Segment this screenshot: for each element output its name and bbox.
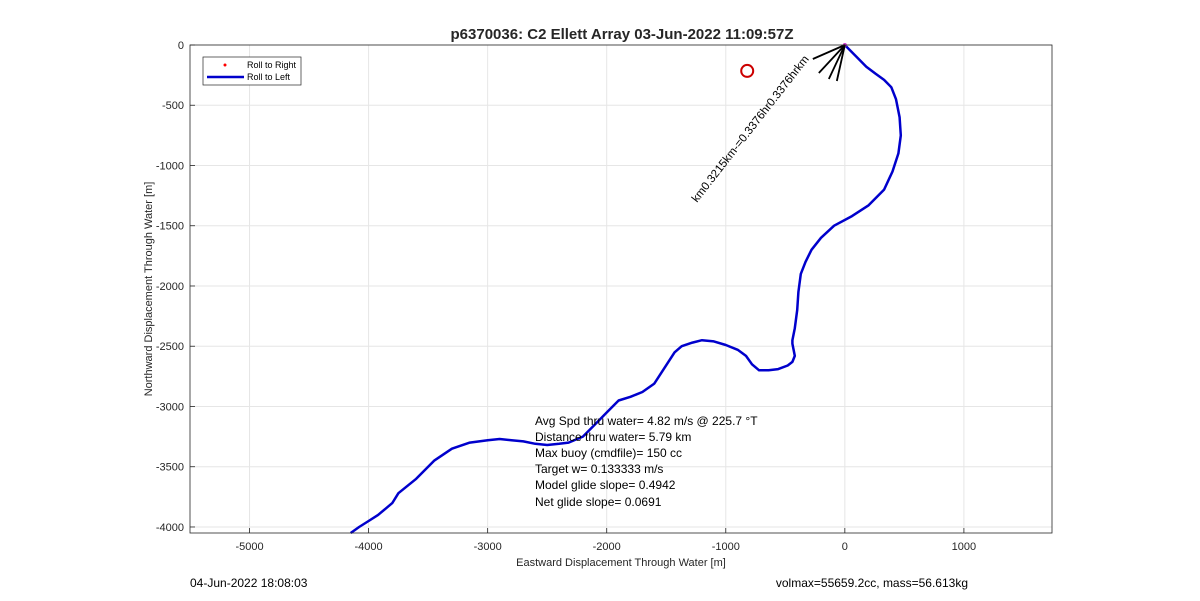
y-tick-label: -2000	[156, 281, 184, 293]
plot-series	[349, 44, 903, 535]
legend-box	[202, 56, 302, 86]
y-axis-ticks: 0 -500 -1000 -1500 -2000 -2500 -3000 -3500 -4000	[156, 40, 195, 534]
footer-timestamp: 04-Jun-2022 18:08:03	[190, 576, 308, 590]
plot-area	[190, 45, 1052, 533]
y-tick-label: -4000	[156, 522, 184, 534]
footer-volmax-mass: volmax=55659.2cc, mass=56.613kg	[776, 576, 968, 590]
legend-roll-left-label: Roll to Left	[247, 72, 291, 82]
y-tick-label: 0	[178, 40, 184, 52]
stat-max-buoy: Max buoy (cmdfile)= 150 cc	[535, 446, 682, 460]
vector-arrow	[828, 44, 846, 80]
vector-arrow	[835, 44, 846, 82]
y-axis-label: Northward Displacement Through Water [m]	[143, 182, 155, 397]
x-tick-label: 1000	[952, 541, 976, 553]
y-tick-label: -3500	[156, 462, 184, 474]
stat-avg-speed: Avg Spd thru water= 4.82 m/s @ 225.7 °T	[535, 414, 758, 428]
x-tick-label: -4000	[355, 541, 383, 553]
plot-markers	[740, 43, 847, 82]
y-tick-label: -3000	[156, 401, 184, 413]
stat-distance: Distance thru water= 5.79 km	[535, 430, 691, 444]
vector-arrow	[818, 44, 846, 74]
x-tick-label: -1000	[712, 541, 740, 553]
y-tick-label: -2500	[156, 341, 184, 353]
y-tick-label: -500	[162, 100, 184, 112]
legend-roll-right-marker	[223, 63, 227, 67]
x-axis-label: Eastward Displacement Through Water [m]	[516, 557, 726, 569]
stats-block: Avg Spd thru water= 4.82 m/s @ 225.7 °T …	[535, 414, 758, 509]
y-tick-label: -1000	[156, 160, 184, 172]
x-tick-label: -2000	[593, 541, 621, 553]
x-tick-label: -3000	[474, 541, 502, 553]
stat-target-w: Target w= 0.133333 m/s	[535, 462, 663, 476]
x-tick-label: 0	[842, 541, 848, 553]
x-axis-ticks: -5000 -4000 -3000 -2000 -1000 0 1000	[235, 528, 976, 553]
legend: Roll to Right Roll to Left	[202, 56, 302, 86]
axes-box	[189, 44, 1053, 534]
chart-title: p6370036: C2 Ellett Array 03-Jun-2022 11…	[451, 26, 794, 43]
stat-net-glide: Net glide slope= 0.0691	[535, 495, 662, 509]
red-circle-marker	[740, 63, 755, 78]
y-tick-label: -1500	[156, 221, 184, 233]
stat-model-glide: Model glide slope= 0.4942	[535, 478, 676, 492]
legend-roll-right-label: Roll to Right	[247, 60, 297, 70]
x-tick-label: -5000	[235, 541, 263, 553]
vector-arrow	[812, 44, 846, 60]
series-line-roll-to-left	[349, 44, 903, 535]
